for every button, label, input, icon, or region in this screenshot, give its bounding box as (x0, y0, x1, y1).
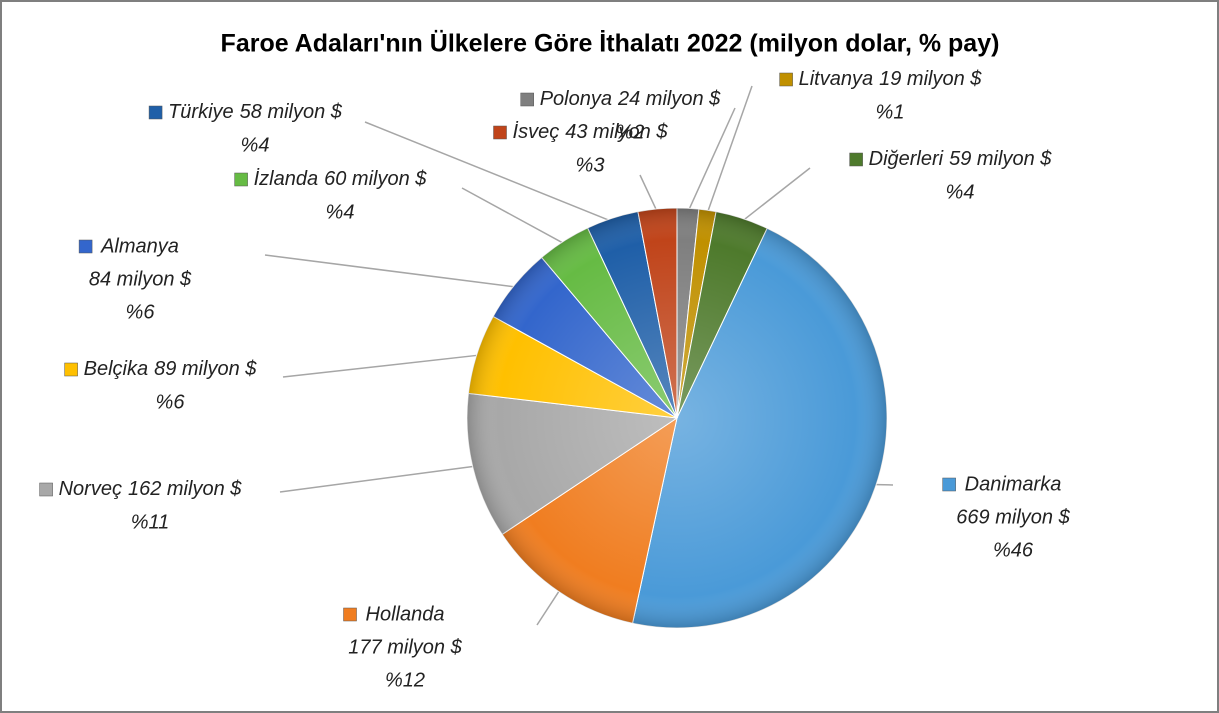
leader-line (706, 85, 753, 215)
legend-marker (520, 92, 534, 107)
leader-line (282, 354, 481, 378)
legend-marker (64, 362, 78, 377)
category-name: Polonya (540, 88, 612, 110)
value-label: 84 milyon $ (89, 268, 192, 290)
value-label: 89 milyon $ (154, 358, 257, 380)
legend-marker (493, 125, 507, 140)
slice-label: İsveç 43 milyon $ (513, 121, 669, 143)
legend-marker (148, 105, 163, 120)
legend-marker (78, 239, 93, 254)
value-label: 19 milyon $ (879, 68, 982, 90)
pie (466, 207, 888, 629)
value-label: 60 milyon $ (324, 168, 427, 190)
share-label: %4 (241, 134, 270, 156)
category-name: Türkiye (168, 101, 234, 123)
value-label: 177 milyon $ (348, 636, 462, 658)
share-label: %46 (993, 539, 1034, 561)
category-name: Belçika (84, 358, 148, 380)
value-label: 58 milyon $ (240, 101, 343, 123)
legend-marker (343, 607, 357, 622)
value-label: 24 milyon $ (617, 88, 721, 110)
legend-marker (779, 72, 793, 87)
category-name: Diğerleri (869, 148, 944, 170)
share-label: %6 (156, 391, 186, 413)
category-name: İzlanda (254, 168, 319, 190)
share-label: %6 (126, 301, 156, 323)
share-label: %3 (576, 154, 605, 176)
value-label: 43 milyon $ (565, 121, 668, 143)
leader-line (364, 121, 614, 223)
slice-label: Hollanda (366, 603, 445, 625)
share-label: %11 (131, 511, 170, 533)
category-name: Norveç (59, 478, 122, 500)
slice-label: Belçika 89 milyon $ (84, 358, 258, 380)
leader-line (639, 174, 659, 214)
share-label: %12 (385, 669, 425, 691)
share-label: %4 (326, 201, 355, 223)
slice-label: Polonya 24 milyon $ (540, 88, 721, 110)
share-label: %2 (616, 121, 645, 143)
value-label: 59 milyon $ (949, 148, 1052, 170)
value-label: 162 milyon $ (128, 478, 242, 500)
chart-title: Faroe Adaları'nın Ülkelere Göre İthalatı… (221, 29, 1000, 58)
slice-label: Almanya (100, 235, 179, 257)
leader-line (279, 465, 477, 493)
share-label: %1 (876, 101, 905, 123)
slice-label: Litvanya 19 milyon $ (799, 68, 983, 90)
slice-label: Diğerleri 59 milyon $ (869, 148, 1053, 170)
legend-marker (39, 482, 53, 497)
slice-label: Danimarka (965, 473, 1062, 495)
category-name: Litvanya (799, 68, 874, 90)
labels: Polonya 24 milyon $ %2 Litvanya 19 milyon $%… (39, 68, 1071, 691)
category-name: İsveç (513, 121, 560, 143)
legend-marker (849, 152, 863, 167)
share-label: %4 (946, 181, 975, 203)
slice-label: İzlanda 60 milyon $ (254, 168, 428, 190)
leader-line (687, 107, 736, 213)
legend-marker (942, 477, 956, 492)
value-label: 669 milyon $ (956, 506, 1070, 528)
slice-label: Norveç 162 milyon $ (59, 478, 243, 500)
legend-marker (234, 172, 248, 187)
slice-label: Türkiye 58 milyon $ (168, 101, 343, 123)
